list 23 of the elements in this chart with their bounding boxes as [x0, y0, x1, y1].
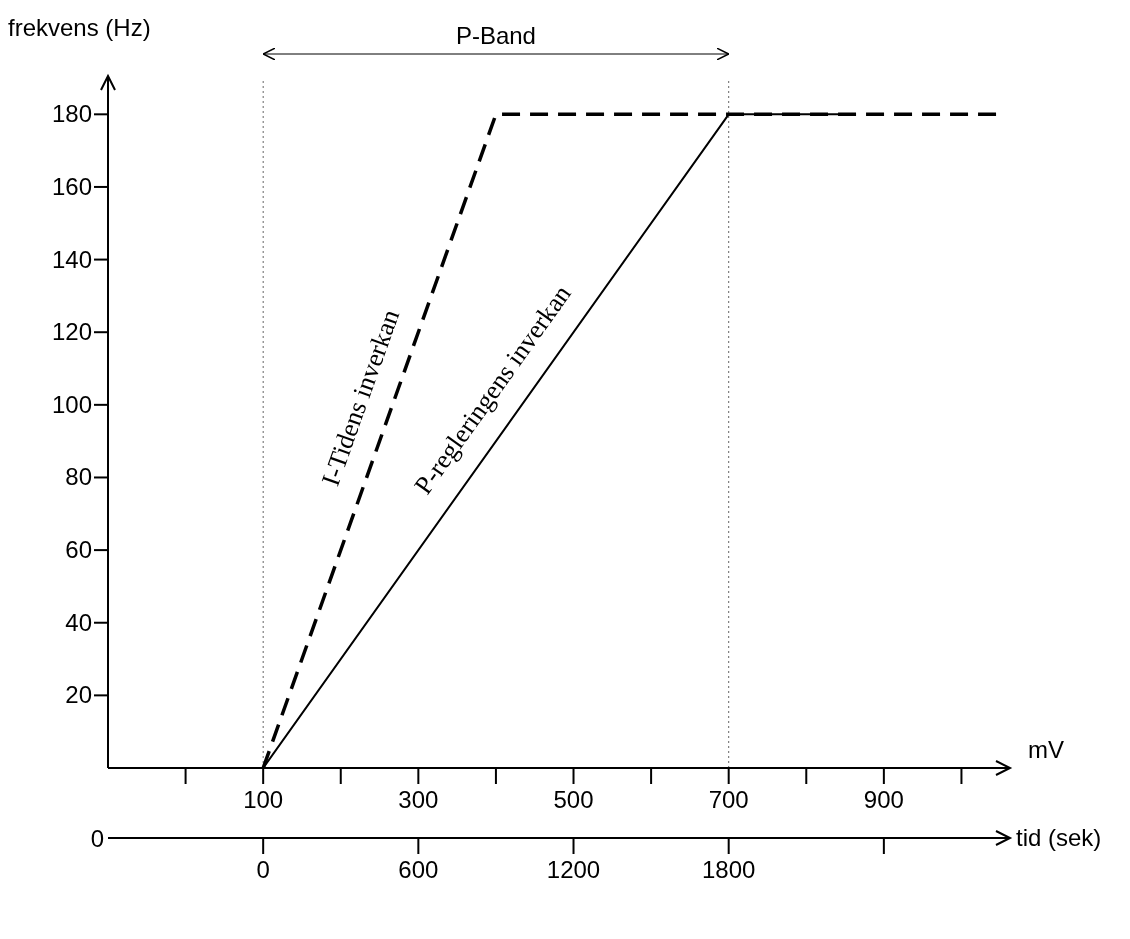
- y-tick-label: 100: [51, 390, 92, 418]
- text: P-Band: [455, 22, 536, 49]
- x-tick-label: 700: [708, 786, 749, 813]
- y-tick-label: 160: [51, 172, 92, 200]
- y-tick-label: 40: [65, 608, 92, 636]
- y-tick-label: 60: [65, 536, 92, 564]
- x-tick-label: 100: [243, 786, 284, 813]
- x-tick-label: 900: [863, 786, 904, 813]
- x2-tick-label: 600: [398, 856, 439, 883]
- x-tick-label: 500: [553, 786, 594, 813]
- x-axis-title: mV: [1028, 736, 1064, 763]
- y-axis-title: frekvens (Hz): [8, 14, 151, 41]
- x2-tick-label: 1800: [701, 856, 756, 883]
- y-tick-label: 120: [51, 318, 92, 346]
- y-tick-label: 140: [51, 245, 92, 273]
- x2-tick-label: 1200: [546, 856, 601, 883]
- y-tick-label: 180: [51, 100, 92, 128]
- x-tick-label: 300: [398, 786, 439, 813]
- x2-tick-label: 0: [256, 856, 270, 883]
- x2-axis-title: tid (sek): [1016, 824, 1102, 851]
- y-tick-label: 20: [65, 681, 92, 709]
- text: 0: [90, 825, 104, 852]
- y-tick-label: 80: [65, 463, 92, 491]
